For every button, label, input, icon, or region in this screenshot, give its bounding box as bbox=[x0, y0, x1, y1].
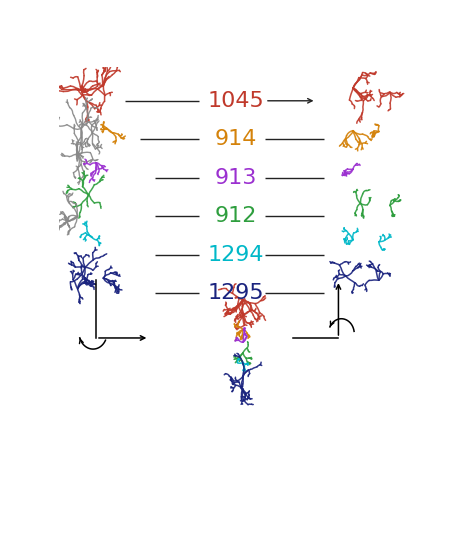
Text: 1295: 1295 bbox=[207, 283, 264, 303]
Text: 1294: 1294 bbox=[207, 245, 264, 265]
Text: 912: 912 bbox=[214, 206, 257, 226]
Text: 1045: 1045 bbox=[207, 91, 264, 111]
Text: 913: 913 bbox=[214, 168, 257, 188]
Text: 914: 914 bbox=[214, 129, 257, 149]
